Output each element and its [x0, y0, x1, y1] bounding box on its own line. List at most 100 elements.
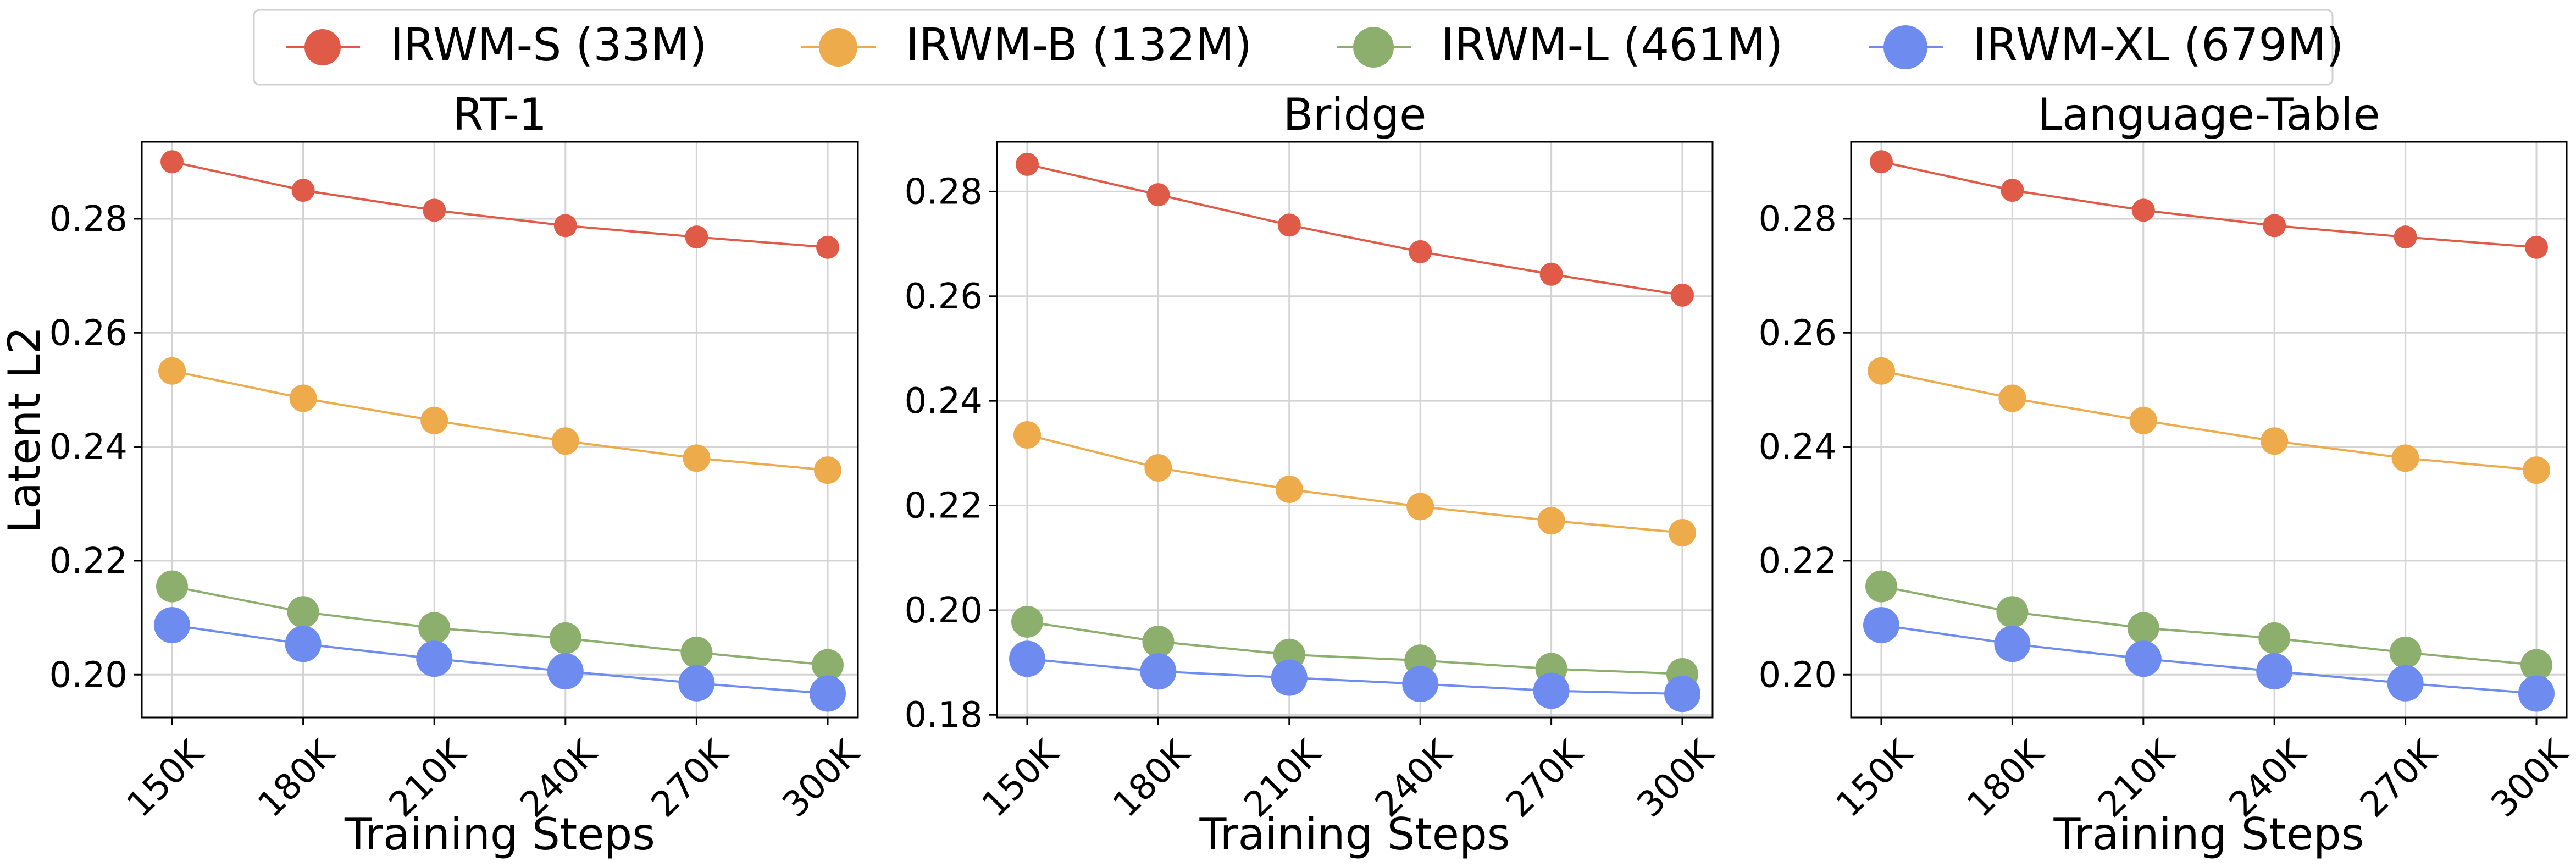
data-point [287, 596, 319, 628]
data-point [1146, 183, 1170, 207]
data-point [810, 675, 846, 712]
data-point [2258, 622, 2291, 654]
x-axis-label: Training Steps [2053, 809, 2364, 860]
y-tick-label: 0.24 [49, 427, 128, 468]
data-point [1870, 150, 1893, 174]
legend-item: IRWM-XL (679M) [1869, 19, 2344, 71]
data-point [1142, 625, 1175, 658]
x-axis-label: Training Steps [1199, 809, 1510, 860]
data-point [1539, 262, 1563, 286]
legend-marker [304, 29, 341, 65]
series-4 [1863, 607, 2555, 712]
data-point [553, 214, 577, 238]
data-point [2520, 649, 2552, 681]
y-tick-label: 0.28 [1759, 199, 1837, 240]
y-tick-label: 0.24 [905, 381, 983, 422]
data-point [1275, 476, 1303, 504]
data-point [1868, 357, 1895, 385]
legend-label: IRWM-S (33M) [390, 19, 707, 71]
chart-title: RT-1 [453, 89, 547, 140]
data-point [1664, 676, 1700, 713]
y-tick-label: 0.26 [905, 277, 983, 317]
data-point [2256, 653, 2293, 690]
legend-item: IRWM-S (33M) [286, 19, 707, 71]
data-point [1277, 213, 1301, 237]
data-point [2001, 179, 2024, 202]
y-tick-label: 0.20 [1759, 655, 1837, 695]
data-point [2129, 406, 2157, 434]
chart-title: Language-Table [2037, 89, 2380, 140]
series-line [171, 585, 828, 666]
x-tick-label: 270K [644, 732, 737, 825]
series-line [1881, 624, 2537, 695]
data-point [816, 235, 839, 259]
data-point [1016, 152, 1039, 176]
x-tick-label: 300K [2484, 732, 2576, 825]
data-point [1865, 570, 1897, 603]
series-line [1027, 163, 1683, 296]
series-1 [1016, 152, 1694, 307]
series-2 [158, 357, 841, 484]
y-tick-label: 0.20 [49, 655, 128, 695]
data-point [1140, 653, 1177, 690]
data-point [2263, 214, 2286, 238]
x-tick-label: 300K [775, 732, 868, 825]
data-point [1994, 626, 2031, 662]
data-point [680, 636, 713, 669]
data-point [2261, 427, 2289, 455]
plot-area [997, 142, 1713, 717]
y-tick-label: 0.28 [905, 172, 983, 212]
legend-frame [253, 9, 2334, 86]
plot-frame [996, 141, 1714, 719]
data-point [1011, 605, 1043, 638]
series-3 [156, 570, 844, 681]
data-point [285, 626, 322, 662]
data-point [812, 649, 844, 681]
series-3 [1865, 570, 2552, 681]
data-point [1537, 507, 1565, 535]
series-line [1881, 161, 2537, 248]
series-2 [1013, 421, 1696, 547]
data-point [2523, 456, 2550, 484]
y-tick-label: 0.28 [49, 199, 128, 240]
data-point [1996, 596, 2029, 628]
series-line [1027, 434, 1683, 534]
legend-item: IRWM-B (132M) [801, 19, 1252, 71]
data-point [551, 427, 579, 455]
data-point [814, 456, 841, 484]
chart-title: Bridge [1283, 89, 1427, 140]
series-4 [154, 607, 846, 712]
series-line [1881, 585, 2537, 666]
data-point [678, 665, 715, 702]
series-4 [1009, 640, 1700, 713]
y-axis-label: Latent L2 [0, 326, 50, 533]
data-point [1009, 640, 1045, 677]
series-line [1027, 620, 1683, 675]
data-point [685, 225, 708, 249]
series-line [1027, 658, 1683, 695]
x-tick-label: 270K [2352, 732, 2446, 825]
x-tick-label: 270K [1498, 732, 1592, 825]
data-point [2131, 198, 2155, 222]
data-point [1998, 384, 2026, 412]
legend-marker [1353, 27, 1394, 68]
plot-frame [141, 141, 859, 719]
y-tick-label: 0.20 [905, 590, 983, 631]
x-tick-label: 180K [1105, 732, 1199, 825]
x-tick-label: 150K [1829, 732, 1922, 825]
data-point [1406, 493, 1434, 521]
y-tick-label: 0.22 [49, 541, 128, 582]
y-tick-label: 0.22 [1759, 541, 1837, 582]
legend-label: IRWM-XL (679M) [1973, 19, 2344, 71]
data-point [1409, 240, 1432, 263]
data-point [2394, 225, 2417, 249]
data-point [1402, 666, 1439, 703]
data-point [418, 612, 451, 644]
data-point [1013, 421, 1041, 449]
x-axis-label: Training Steps [344, 809, 655, 860]
legend-label: IRWM-B (132M) [906, 19, 1252, 71]
data-point [420, 406, 448, 434]
